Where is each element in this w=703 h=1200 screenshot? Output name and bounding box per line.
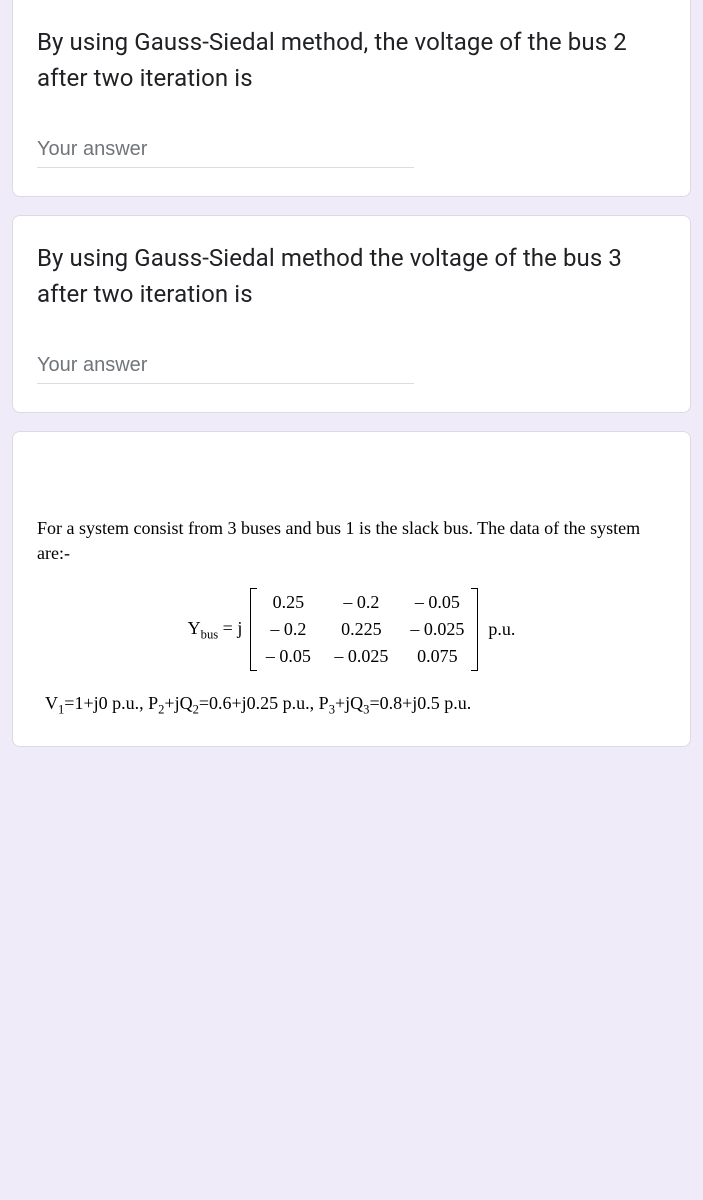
matrix-bracket: 0.25 – 0.2 – 0.05 – 0.2 0.225 – 0.025 – … xyxy=(246,588,482,671)
m-0-0: 0.25 xyxy=(264,592,312,613)
m-0-2: – 0.05 xyxy=(410,592,464,613)
matrix-grid: 0.25 – 0.2 – 0.05 – 0.2 0.225 – 0.025 – … xyxy=(256,588,472,671)
answer-input-1[interactable] xyxy=(37,132,414,168)
question-card-2: By using Gauss-Siedal method the voltage… xyxy=(12,215,691,413)
question-card-1: By using Gauss-Siedal method, the voltag… xyxy=(12,0,691,197)
m-1-2: – 0.025 xyxy=(410,619,464,640)
question-1-text: By using Gauss-Siedal method, the voltag… xyxy=(37,24,666,96)
system-conditions: V1=1+j0 p.u., P2+jQ2=0.6+j0.25 p.u., P3+… xyxy=(37,693,666,718)
m-1-0: – 0.2 xyxy=(264,619,312,640)
answer-input-2[interactable] xyxy=(37,348,414,384)
bracket-right xyxy=(472,588,482,671)
ybus-matrix: Ybus = j 0.25 – 0.2 – 0.05 – 0.2 0.225 –… xyxy=(37,588,666,671)
m-0-1: – 0.2 xyxy=(334,592,388,613)
matrix-label: Ybus = j xyxy=(188,618,243,643)
m-1-1: 0.225 xyxy=(334,619,388,640)
m-2-2: 0.075 xyxy=(410,646,464,667)
system-intro-text: For a system consist from 3 buses and bu… xyxy=(37,516,666,566)
question-2-text: By using Gauss-Siedal method the voltage… xyxy=(37,240,666,312)
system-data-card: For a system consist from 3 buses and bu… xyxy=(12,431,691,747)
matrix-unit: p.u. xyxy=(488,619,515,640)
m-2-0: – 0.05 xyxy=(264,646,312,667)
bracket-left xyxy=(246,588,256,671)
m-2-1: – 0.025 xyxy=(334,646,388,667)
